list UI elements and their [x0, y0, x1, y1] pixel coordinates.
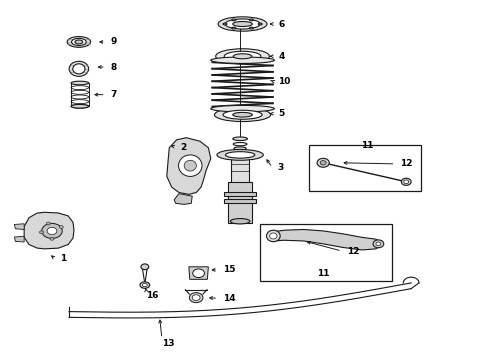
Ellipse shape: [211, 57, 274, 63]
Text: 9: 9: [111, 37, 117, 46]
Ellipse shape: [267, 230, 280, 242]
Ellipse shape: [143, 283, 147, 287]
Ellipse shape: [373, 240, 384, 248]
Bar: [228, 182, 252, 223]
Ellipse shape: [178, 155, 202, 176]
Text: 15: 15: [223, 265, 236, 274]
Ellipse shape: [47, 222, 50, 225]
Text: 10: 10: [278, 77, 291, 86]
Ellipse shape: [218, 17, 267, 31]
Polygon shape: [174, 194, 192, 204]
Text: 3: 3: [277, 163, 284, 172]
Ellipse shape: [193, 269, 204, 278]
Text: 11: 11: [317, 269, 329, 278]
Ellipse shape: [376, 242, 381, 246]
Ellipse shape: [140, 282, 150, 288]
Ellipse shape: [249, 19, 253, 21]
Ellipse shape: [189, 293, 203, 303]
Polygon shape: [14, 236, 24, 242]
Ellipse shape: [249, 27, 253, 29]
Polygon shape: [14, 224, 24, 229]
Ellipse shape: [72, 39, 86, 45]
Ellipse shape: [233, 112, 252, 117]
Polygon shape: [24, 212, 74, 249]
Ellipse shape: [223, 110, 262, 119]
Ellipse shape: [211, 105, 274, 112]
Text: 5: 5: [278, 109, 285, 118]
Polygon shape: [167, 138, 211, 194]
Ellipse shape: [71, 104, 89, 108]
Ellipse shape: [225, 19, 260, 29]
Polygon shape: [270, 229, 379, 250]
Polygon shape: [189, 267, 208, 279]
Bar: [224, 192, 256, 196]
Ellipse shape: [50, 237, 54, 240]
Bar: [231, 157, 249, 184]
Ellipse shape: [184, 160, 196, 171]
Ellipse shape: [233, 54, 252, 59]
Ellipse shape: [233, 137, 247, 140]
Ellipse shape: [192, 295, 200, 301]
Ellipse shape: [215, 108, 270, 122]
Bar: [260, 224, 392, 281]
Text: 11: 11: [361, 141, 373, 150]
Ellipse shape: [232, 19, 236, 21]
Text: 13: 13: [162, 339, 174, 348]
Bar: [224, 199, 256, 203]
Ellipse shape: [216, 49, 270, 64]
Ellipse shape: [317, 158, 329, 167]
Ellipse shape: [232, 27, 236, 29]
Ellipse shape: [224, 51, 261, 61]
Text: 16: 16: [147, 291, 159, 300]
Ellipse shape: [217, 149, 263, 160]
Text: 8: 8: [111, 63, 117, 72]
Ellipse shape: [75, 40, 83, 44]
Bar: [71, 83, 89, 106]
Ellipse shape: [230, 219, 250, 224]
Text: 1: 1: [60, 255, 67, 264]
Text: 2: 2: [180, 143, 187, 152]
Text: 7: 7: [111, 90, 117, 99]
Text: 14: 14: [223, 294, 236, 303]
Ellipse shape: [223, 23, 227, 25]
Ellipse shape: [40, 231, 44, 234]
Ellipse shape: [320, 161, 326, 165]
Text: 12: 12: [346, 247, 359, 256]
Ellipse shape: [233, 143, 247, 146]
Ellipse shape: [71, 81, 89, 85]
Ellipse shape: [270, 233, 277, 239]
Ellipse shape: [258, 23, 262, 25]
Ellipse shape: [69, 61, 89, 76]
Ellipse shape: [67, 37, 91, 47]
Ellipse shape: [401, 178, 411, 185]
Ellipse shape: [225, 152, 255, 158]
Ellipse shape: [59, 226, 63, 228]
Bar: [309, 145, 421, 192]
Text: 6: 6: [278, 19, 285, 28]
Ellipse shape: [404, 180, 409, 184]
Ellipse shape: [141, 264, 149, 270]
Ellipse shape: [233, 22, 252, 27]
Ellipse shape: [234, 147, 246, 150]
Text: 4: 4: [278, 52, 285, 61]
Ellipse shape: [73, 64, 85, 74]
Ellipse shape: [42, 224, 62, 238]
Text: 12: 12: [400, 159, 413, 168]
Ellipse shape: [47, 227, 57, 234]
